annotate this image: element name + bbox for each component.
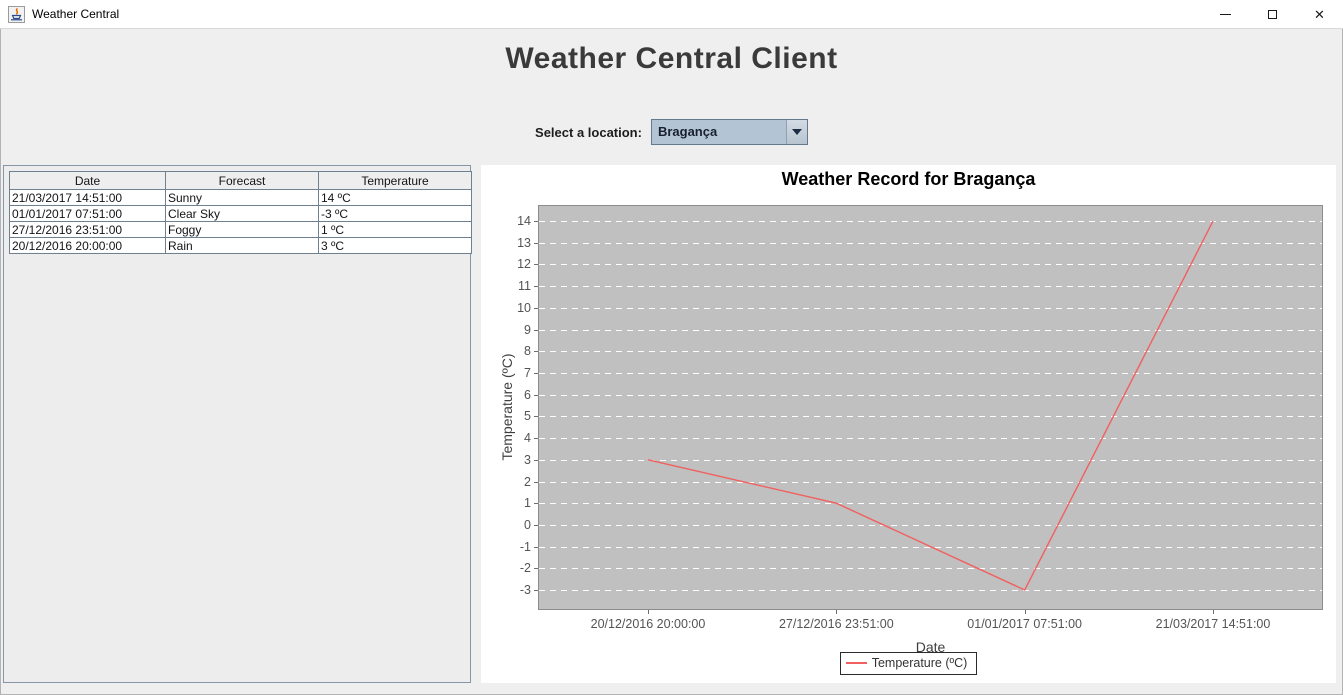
plot-background: [538, 205, 1323, 610]
location-select-value: Bragança: [657, 124, 718, 139]
window-title: Weather Central: [32, 7, 120, 21]
location-selector-row: Select a location: Bragança: [0, 119, 1343, 145]
y-tick-mark: [534, 394, 538, 396]
y-tick-label: 14: [517, 214, 531, 229]
table-column-header: Forecast: [165, 171, 319, 190]
table-cell[interactable]: -3 ºC: [318, 205, 472, 222]
y-tick-label: 0: [524, 517, 531, 532]
y-tick-mark: [534, 503, 538, 505]
y-tick-label: 12: [517, 257, 531, 272]
close-button[interactable]: ✕: [1296, 0, 1343, 29]
chart-title: Weather Record for Bragança: [781, 169, 1036, 189]
y-tick-label: 10: [517, 300, 531, 315]
table-cell[interactable]: 01/01/2017 07:51:00: [9, 205, 166, 222]
combo-dropdown-button[interactable]: [785, 120, 807, 144]
table-row[interactable]: 21/03/2017 14:51:00 Sunny 14 ºC: [9, 189, 472, 206]
chevron-down-icon: [791, 129, 802, 135]
x-tick-label: 20/12/2016 20:00:00: [590, 617, 706, 631]
plot-area: [538, 205, 1323, 610]
table-column-header: Date: [9, 171, 166, 190]
table-cell[interactable]: 1 ºC: [318, 221, 472, 238]
y-tick-mark: [534, 351, 538, 353]
location-label: Select a location:: [535, 124, 642, 140]
weather-records-table: Date Forecast Temperature 21/03/2017 14:51…: [9, 171, 472, 254]
table-cell[interactable]: Sunny: [165, 189, 319, 206]
table-cell[interactable]: 3 ºC: [318, 237, 472, 254]
x-tick-label: 27/12/2016 23:51:00: [778, 617, 894, 631]
y-tick-label: 9: [524, 322, 531, 337]
y-tick-mark: [534, 459, 538, 461]
table-column-header: Temperature: [318, 171, 472, 190]
y-tick-label: 5: [524, 409, 531, 424]
table-cell[interactable]: 20/12/2016 20:00:00: [9, 237, 166, 254]
temperature-series-line: [647, 220, 1214, 591]
x-tick-mark: [836, 610, 838, 614]
table-row[interactable]: 20/12/2016 20:00:00 Rain 3 ºC: [9, 237, 472, 254]
y-tick-label: -1: [519, 539, 531, 554]
x-axis-label: Date: [915, 639, 946, 655]
y-tick-label: 11: [518, 279, 531, 294]
legend-box: Temperature (ºC): [839, 652, 978, 675]
x-tick-mark: [648, 610, 649, 614]
table-header-row: Date Forecast Temperature: [9, 171, 472, 190]
y-tick-label: 6: [524, 387, 531, 402]
y-tick-label: 8: [524, 344, 531, 359]
y-tick-mark: [534, 329, 538, 331]
y-tick-label: -3: [519, 583, 531, 598]
table-cell[interactable]: Foggy: [165, 221, 319, 238]
y-tick-mark: [534, 372, 538, 374]
maximize-icon: [1268, 10, 1277, 19]
y-tick-label: 2: [524, 474, 531, 489]
y-tick-mark: [534, 590, 538, 592]
y-tick-mark: [534, 568, 538, 570]
y-tick-mark: [534, 242, 538, 244]
minimize-button[interactable]: [1202, 0, 1249, 29]
table-cell[interactable]: Rain: [165, 237, 319, 254]
x-tick-label: 21/03/2017 14:51:00: [1155, 617, 1271, 631]
location-select[interactable]: Bragança: [650, 119, 808, 145]
y-tick-label: 7: [524, 365, 531, 380]
chart-panel: Weather Record for Bragança Temperature …: [481, 165, 1336, 683]
x-tick-mark: [1024, 610, 1026, 614]
records-table-panel: Date Forecast Temperature 21/03/2017 14:51…: [3, 165, 472, 683]
y-tick-mark: [534, 264, 538, 266]
legend-line-swatch: [845, 662, 867, 664]
maximize-button[interactable]: [1249, 0, 1296, 29]
legend-label: Temperature (ºC): [871, 656, 968, 670]
window-controls: ✕: [1202, 0, 1343, 29]
y-tick-label: 1: [524, 496, 531, 511]
table-cell[interactable]: 21/03/2017 14:51:00: [9, 189, 166, 206]
java-app-icon: [8, 5, 25, 23]
y-tick-label: -2: [519, 561, 531, 576]
minimize-icon: [1220, 14, 1231, 15]
table-row[interactable]: 27/12/2016 23:51:00 Foggy 1 ºC: [9, 221, 472, 238]
y-tick-mark: [534, 524, 538, 526]
titlebar[interactable]: Weather Central ✕: [0, 0, 1343, 29]
table-cell[interactable]: 14 ºC: [318, 189, 472, 206]
y-tick-mark: [534, 286, 538, 288]
close-icon: ✕: [1314, 7, 1325, 22]
table-row[interactable]: 01/01/2017 07:51:00 Clear Sky -3 ºC: [9, 205, 472, 222]
y-tick-label: 13: [517, 235, 531, 250]
x-tick-mark: [1213, 610, 1214, 614]
y-tick-mark: [534, 221, 538, 223]
table-cell[interactable]: Clear Sky: [165, 205, 319, 222]
y-tick-mark: [534, 307, 538, 309]
y-tick-label: 3: [524, 452, 531, 467]
y-tick-mark: [534, 546, 538, 548]
table-cell[interactable]: 27/12/2016 23:51:00: [9, 221, 166, 238]
y-tick-mark: [534, 416, 538, 418]
y-tick-label: 4: [524, 431, 531, 446]
y-tick-mark: [534, 438, 538, 440]
chart-legend: Temperature (ºC): [481, 652, 1336, 675]
page-title: Weather Central Client: [505, 42, 838, 75]
y-tick-mark: [534, 481, 538, 483]
x-tick-label: 01/01/2017 07:51:00: [967, 617, 1082, 631]
